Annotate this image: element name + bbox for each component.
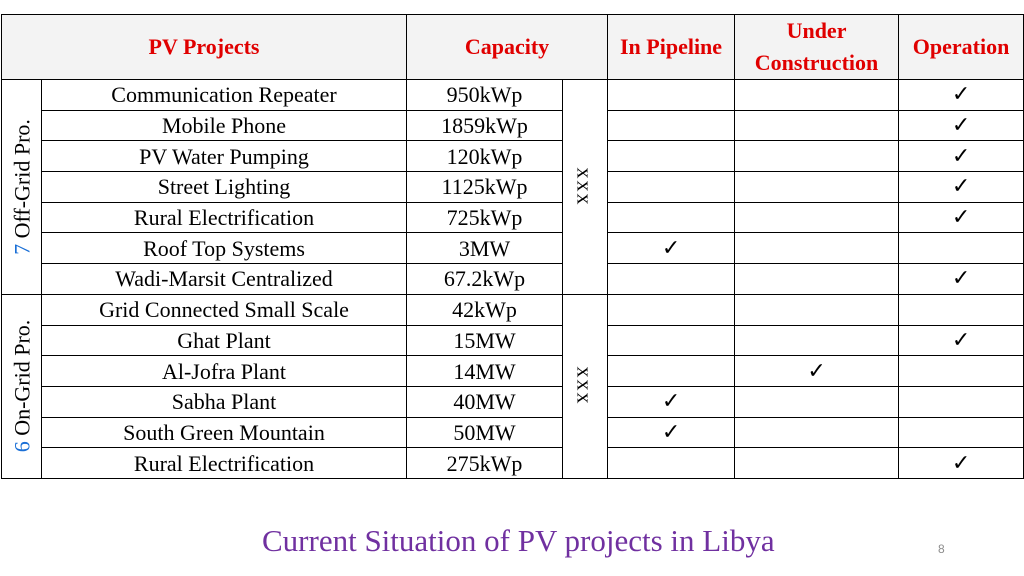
- project-name-cell: Mobile Phone: [40, 109, 408, 142]
- group-label-text: Off-Grid Pro.: [9, 118, 34, 239]
- header-pv-projects: PV Projects: [0, 14, 408, 80]
- header-operation: Operation: [898, 14, 1024, 80]
- project-name-cell: Roof Top Systems: [40, 232, 408, 265]
- table-row: Street Lighting 1125kWp ✓: [2, 171, 1024, 203]
- operation-cell: [898, 232, 1024, 265]
- capacity-cell: 42kWp: [406, 293, 564, 326]
- in-pipeline-cell: ✓: [607, 232, 736, 265]
- in-pipeline-cell: [607, 109, 736, 142]
- project-name-cell: Ghat Plant: [40, 324, 408, 357]
- operation-cell: ✓: [898, 109, 1024, 142]
- project-name-cell: Grid Connected Small Scale: [40, 293, 408, 326]
- operation-cell: ✓: [898, 324, 1024, 357]
- table-row: Rural Electrification 725kWp ✓: [2, 201, 1024, 234]
- project-name-cell: Sabha Plant: [40, 385, 408, 418]
- in-pipeline-cell: [607, 447, 736, 479]
- header-in-pipeline: In Pipeline: [607, 14, 736, 80]
- group-label-text: On-Grid Pro.: [9, 320, 34, 437]
- in-pipeline-cell: [607, 140, 736, 173]
- table-row: Wadi-Marsit Centralized 67.2kWp ✓: [2, 263, 1024, 295]
- operation-cell: ✓: [898, 171, 1024, 203]
- project-name-cell: Street Lighting: [40, 171, 408, 203]
- project-name-cell: Communication Repeater: [40, 79, 408, 111]
- in-pipeline-cell: [607, 201, 736, 234]
- capacity-cell: 14MW: [406, 355, 564, 387]
- capacity-cell: 275kWp: [406, 447, 564, 479]
- slide-caption: Current Situation of PV projects in Liby…: [262, 523, 775, 558]
- project-name-cell: Rural Electrification: [40, 447, 408, 479]
- project-name-cell: Wadi-Marsit Centralized: [40, 263, 408, 295]
- operation-cell: ✓: [898, 201, 1024, 234]
- group-label-off-grid: 7 Off-Grid Pro.: [1, 79, 42, 295]
- table-row: Ghat Plant 15MW ✓: [2, 324, 1024, 357]
- capacity-cell: 3MW: [406, 232, 564, 265]
- under-construction-cell: ✓: [734, 355, 900, 387]
- operation-cell: [898, 355, 1024, 387]
- table-row: South Green Mountain 50MW ✓: [2, 416, 1024, 449]
- table-row: Sabha Plant 40MW ✓: [2, 385, 1024, 418]
- table-row: Al-Jofra Plant 14MW ✓: [2, 355, 1024, 387]
- table-row: PV Water Pumping 120kWp ✓: [2, 140, 1024, 173]
- project-name-cell: Al-Jofra Plant: [40, 355, 408, 387]
- in-pipeline-cell: [607, 324, 736, 357]
- table-row: Rural Electrification 275kWp ✓: [2, 447, 1024, 479]
- project-name-cell: PV Water Pumping: [40, 140, 408, 173]
- operation-cell: [898, 385, 1024, 418]
- placeholder-cell: xxx: [562, 293, 609, 479]
- slide-number: 8: [938, 542, 945, 556]
- capacity-cell: 50MW: [406, 416, 564, 449]
- operation-cell: [898, 293, 1024, 326]
- table-row: Mobile Phone 1859kWp ✓: [2, 109, 1024, 142]
- capacity-cell: 67.2kWp: [406, 263, 564, 295]
- operation-cell: ✓: [898, 447, 1024, 479]
- in-pipeline-cell: ✓: [607, 416, 736, 449]
- capacity-cell: 1125kWp: [406, 171, 564, 203]
- capacity-cell: 120kWp: [406, 140, 564, 173]
- under-construction-cell: [734, 79, 900, 111]
- in-pipeline-cell: [607, 79, 736, 111]
- in-pipeline-cell: [607, 263, 736, 295]
- header-under-construction: Under Construction: [734, 14, 900, 80]
- project-name-cell: Rural Electrification: [40, 201, 408, 234]
- placeholder-cell: xxx: [562, 79, 609, 295]
- under-construction-cell: [734, 171, 900, 203]
- pv-projects-table: PV Projects Capacity In Pipeline Under C…: [0, 14, 1024, 479]
- under-construction-cell: [734, 293, 900, 326]
- group-count: 6: [9, 441, 34, 453]
- project-name-cell: South Green Mountain: [40, 416, 408, 449]
- group-count: 7: [9, 243, 34, 255]
- capacity-cell: 1859kWp: [406, 109, 564, 142]
- operation-cell: [898, 416, 1024, 449]
- under-construction-cell: [734, 416, 900, 449]
- capacity-cell: 950kWp: [406, 79, 564, 111]
- capacity-cell: 15MW: [406, 324, 564, 357]
- under-construction-cell: [734, 447, 900, 479]
- placeholder-text: xxx: [572, 167, 598, 207]
- operation-cell: ✓: [898, 263, 1024, 295]
- under-construction-cell: [734, 140, 900, 173]
- under-construction-cell: [734, 324, 900, 357]
- operation-cell: ✓: [898, 140, 1024, 173]
- under-construction-cell: [734, 263, 900, 295]
- table-row: 7 Off-Grid Pro. Communication Repeater 950…: [1, 79, 1024, 295]
- in-pipeline-cell: ✓: [607, 385, 736, 418]
- operation-cell: ✓: [898, 79, 1024, 111]
- group-label-on-grid: 6 On-Grid Pro.: [1, 293, 42, 479]
- in-pipeline-cell: [607, 171, 736, 203]
- header-row: PV Projects Capacity In Pipeline Under C…: [0, 14, 1024, 80]
- under-construction-cell: [734, 109, 900, 142]
- in-pipeline-cell: [607, 355, 736, 387]
- table-row: 6 On-Grid Pro. Grid Connected Small Scale…: [1, 293, 1024, 479]
- header-capacity: Capacity: [406, 14, 609, 80]
- capacity-cell: 40MW: [406, 385, 564, 418]
- in-pipeline-cell: [607, 293, 736, 326]
- capacity-cell: 725kWp: [406, 201, 564, 234]
- placeholder-text: xxx: [572, 366, 598, 406]
- under-construction-cell: [734, 385, 900, 418]
- table-row: Roof Top Systems 3MW ✓: [2, 232, 1024, 265]
- under-construction-cell: [734, 201, 900, 234]
- under-construction-cell: [734, 232, 900, 265]
